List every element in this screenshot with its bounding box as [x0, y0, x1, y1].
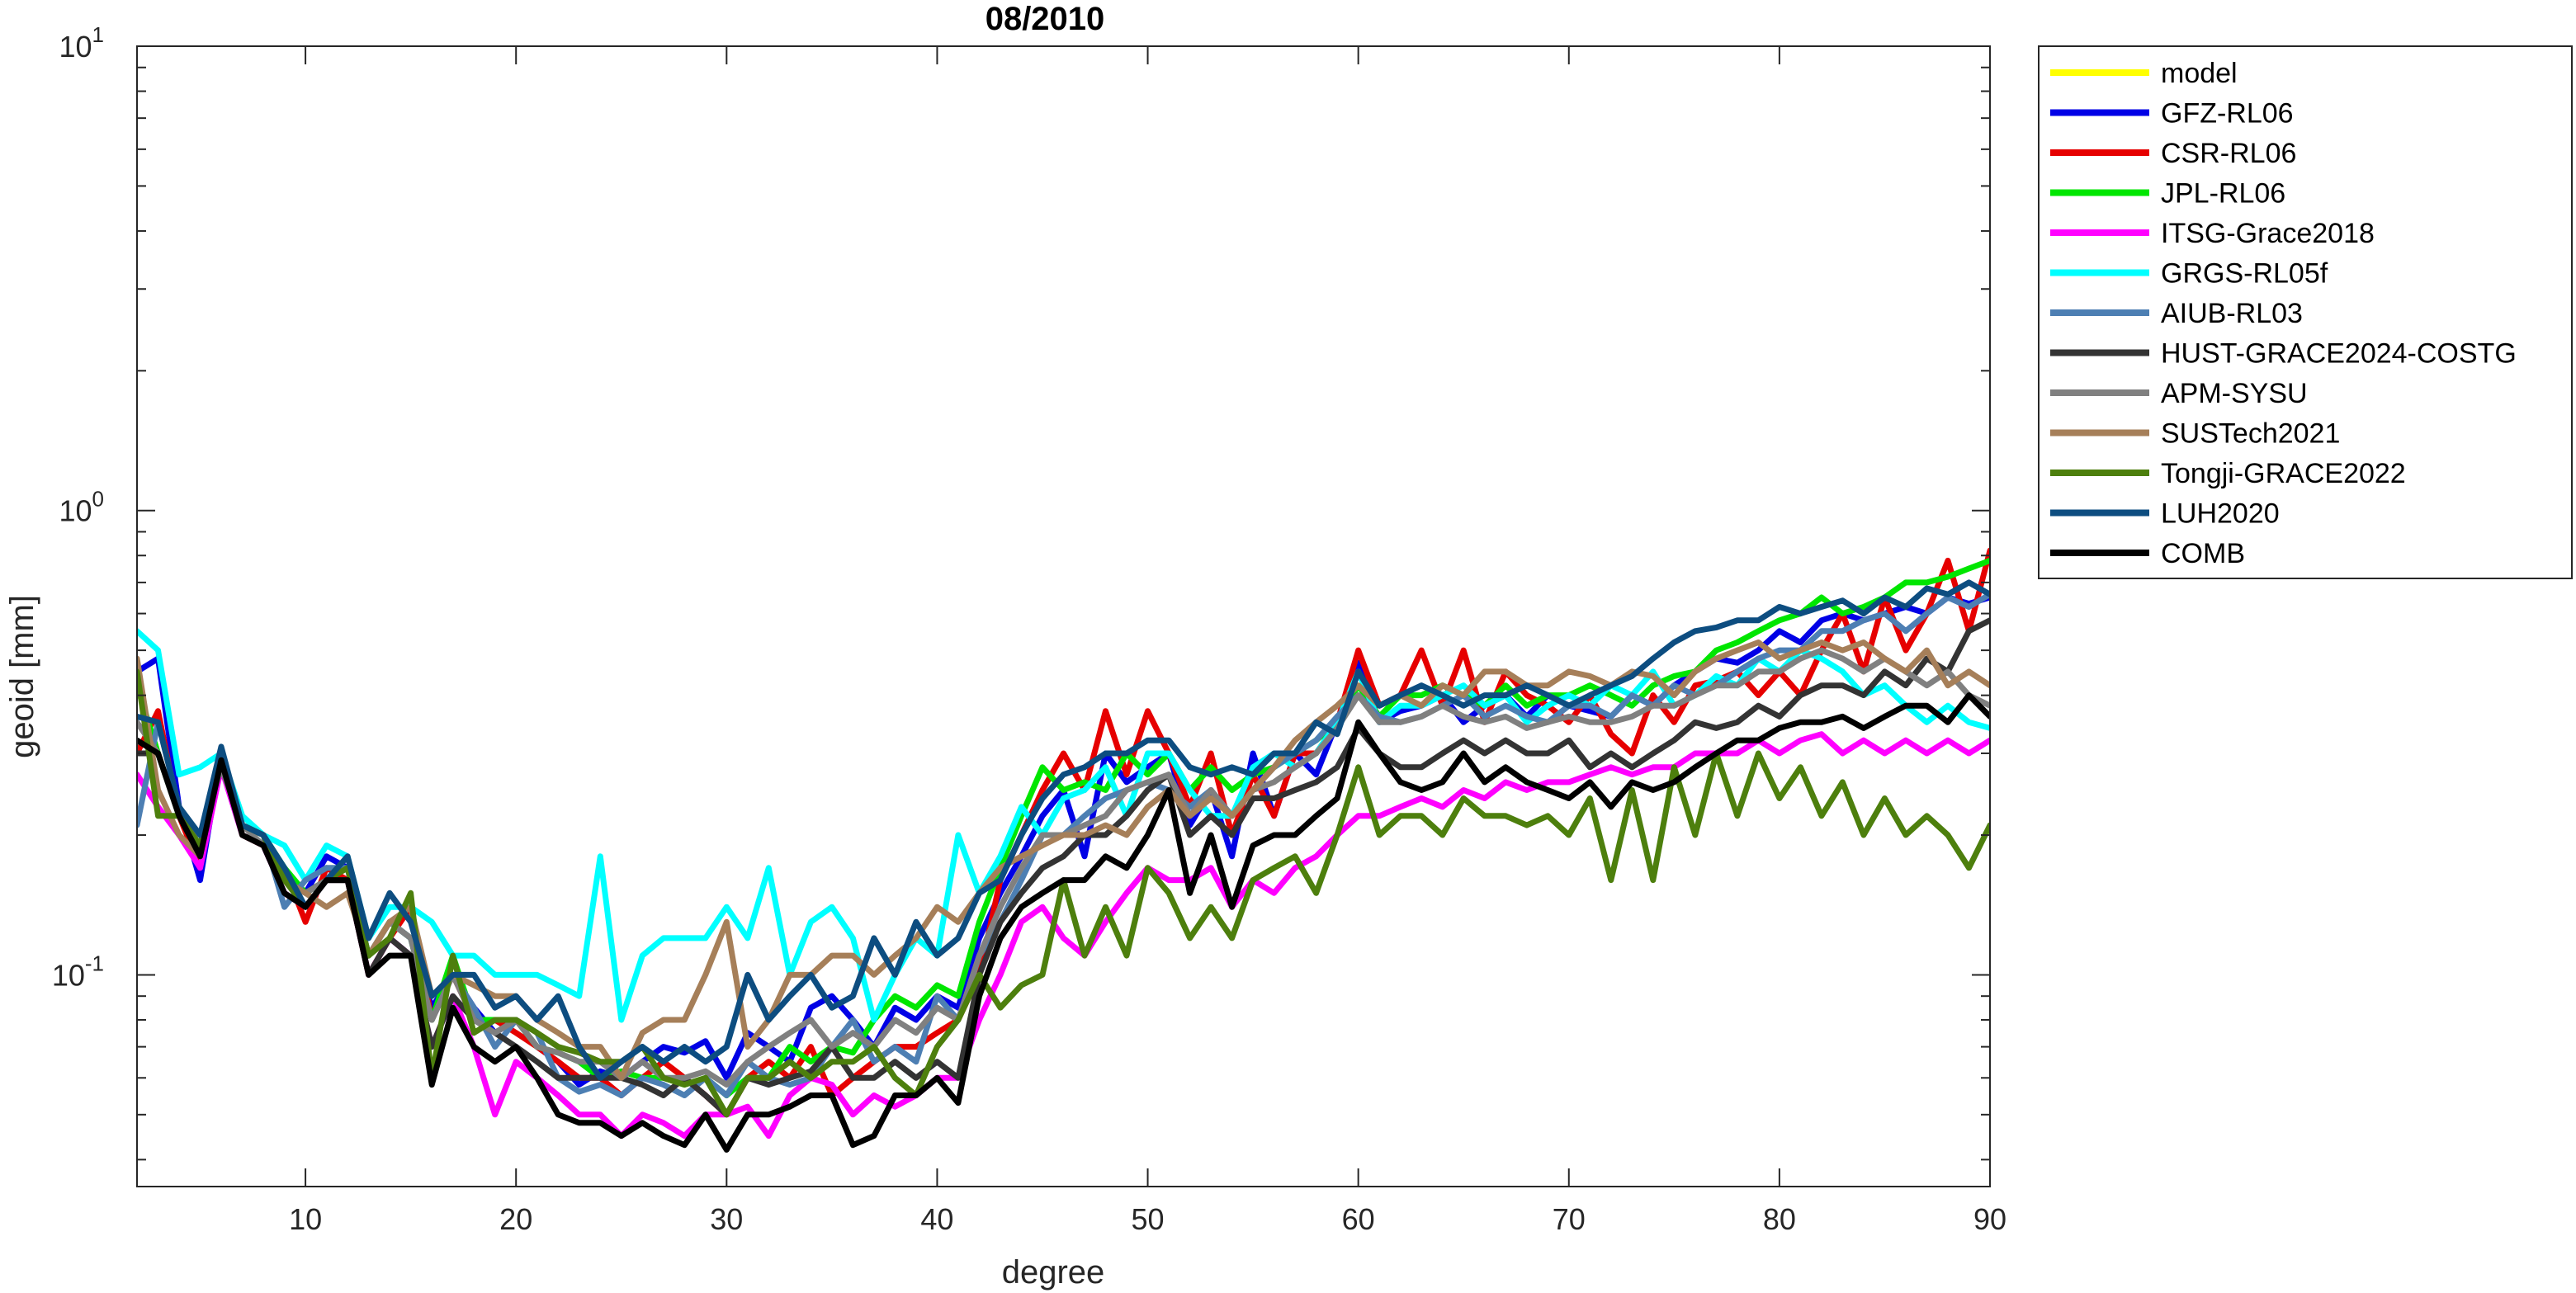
x-tick-label: 40	[920, 1202, 953, 1236]
x-tick-label: 20	[499, 1202, 532, 1236]
x-tick-label: 60	[1342, 1202, 1375, 1236]
y-tick-exponent: 0	[92, 487, 104, 512]
y-tick-base: 10	[59, 494, 92, 528]
y-axis-label: geoid [mm]	[4, 595, 40, 758]
plot-area	[137, 46, 1990, 1187]
y-tick-label: 101	[59, 22, 104, 64]
series-line-3	[137, 557, 1990, 1098]
y-tick-label: 100	[59, 487, 104, 528]
x-axis-label: degree	[1002, 1254, 1105, 1291]
x-tick-label: 50	[1132, 1202, 1165, 1236]
legend-label: HUST-GRACE2024-COSTG	[2161, 338, 2517, 370]
legend-label: Tongji-GRACE2022	[2161, 458, 2406, 489]
x-tick-label: 90	[1973, 1202, 2006, 1236]
y-tick-base: 10	[59, 30, 92, 64]
x-tick-label: 30	[710, 1202, 743, 1236]
x-tick-label: 10	[289, 1202, 322, 1236]
legend-label: SUSTech2021	[2161, 418, 2340, 450]
legend-label: GRGS-RL05f	[2161, 258, 2328, 290]
y-tick-exponent: -1	[85, 951, 104, 975]
y-tick-base: 10	[52, 958, 85, 992]
legend-label: APM-SYSU	[2161, 378, 2308, 409]
series-line-11	[137, 579, 1990, 1081]
legend-label: COMB	[2161, 538, 2245, 569]
legend-label: GFZ-RL06	[2161, 98, 2294, 130]
series-line-12	[137, 692, 1990, 1153]
legend: model GFZ-RL06 CSR-RL06 JPL-RL06 ITSG-Grace2…	[2038, 45, 2573, 579]
legend-label: JPL-RL06	[2161, 178, 2285, 210]
y-tick-label: 10-1	[52, 951, 104, 992]
series-layer	[137, 547, 1990, 1153]
legend-label: LUH2020	[2161, 498, 2280, 530]
plot-frame	[136, 45, 1991, 1187]
x-tick-label: 70	[1553, 1202, 1586, 1236]
legend-label: AIUB-RL03	[2161, 298, 2303, 329]
legend-label: ITSG-Grace2018	[2161, 218, 2375, 249]
chart-title: 08/2010	[985, 1, 1105, 37]
legend-label: model	[2161, 58, 2238, 89]
x-tick-label: 80	[1763, 1202, 1796, 1236]
legend-label: CSR-RL06	[2161, 138, 2296, 169]
y-tick-exponent: 1	[92, 22, 104, 47]
